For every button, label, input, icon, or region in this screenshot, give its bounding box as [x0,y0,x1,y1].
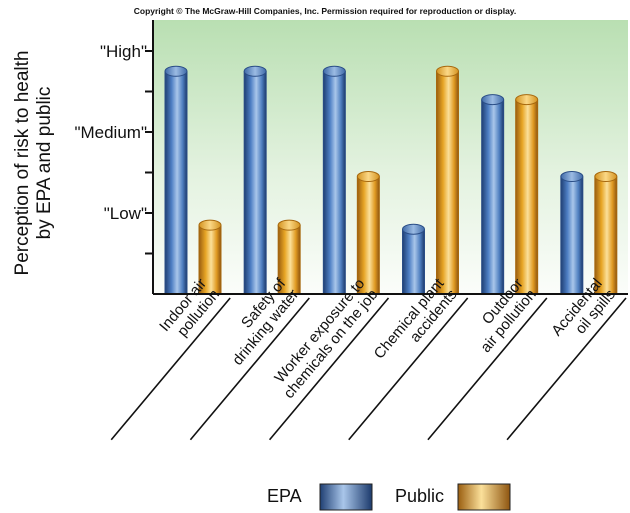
category-divider [110,297,231,441]
bar-epa-5 [481,94,505,294]
bar-public-2 [277,219,301,294]
legend-swatch-epa [319,483,373,511]
legend: EPA Public [267,483,511,511]
y-axis-ticks: "High" "Medium" "Low" [74,42,153,255]
y-axis-label: Perception of risk to health by EPA and … [12,51,55,276]
bar-epa-1 [164,65,188,294]
bar-epa-2 [243,65,267,294]
bar-public-1 [198,219,222,294]
bar-epa-4 [402,223,425,294]
category-divider [348,297,469,441]
copyright-notice: Copyright © The McGraw-Hill Companies, I… [134,6,517,16]
bar-public-4 [436,65,459,294]
category-divider [189,297,310,441]
bar-public-3 [356,171,380,294]
category-divider [427,297,548,441]
y-tick-label: "Medium" [74,123,147,142]
bars [164,65,618,294]
legend-label-epa: EPA [267,486,302,506]
bar-public-5 [515,94,539,294]
category-divider [506,297,627,441]
plot-background [153,20,628,294]
legend-swatch-public [457,483,511,511]
bar-epa-6 [560,171,584,294]
bar-epa-3 [322,65,346,294]
y-axis-label-line-2: by EPA and public [34,87,55,240]
y-axis-label-line-1: Perception of risk to health [12,51,33,276]
bar-public-6 [594,171,618,294]
category-divider [268,297,390,441]
legend-label-public: Public [395,486,444,506]
y-tick-label: "Low" [104,204,147,223]
y-tick-label: "High" [100,42,147,61]
